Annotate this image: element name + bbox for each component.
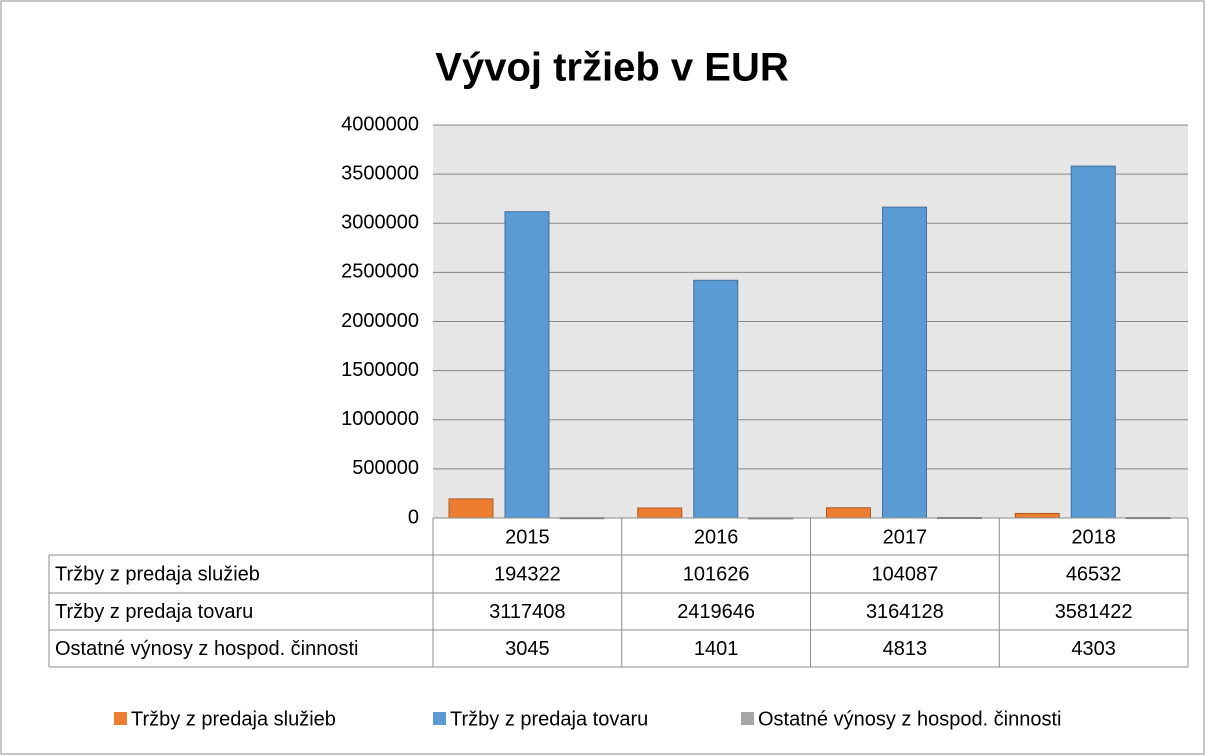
table-cell: 4303 bbox=[1071, 638, 1116, 660]
y-tick-label: 3000000 bbox=[341, 212, 419, 234]
y-tick-label: 0 bbox=[408, 506, 419, 528]
legend-label: Ostatné výnosy z hospod. činnosti bbox=[758, 708, 1062, 730]
y-tick-label: 2500000 bbox=[341, 261, 419, 283]
table-cell: 101626 bbox=[683, 563, 750, 585]
y-tick-label: 4000000 bbox=[341, 113, 419, 135]
legend-swatch bbox=[433, 712, 446, 725]
legend-label: Tržby z predaja služieb bbox=[131, 708, 336, 730]
bar bbox=[1014, 512, 1060, 519]
legend-swatch bbox=[114, 712, 127, 725]
x-tick-label: 2018 bbox=[1071, 526, 1116, 548]
table-cell: 46532 bbox=[1066, 563, 1122, 585]
table-cell: 3581422 bbox=[1055, 601, 1133, 623]
y-tick-label: 3500000 bbox=[341, 162, 419, 184]
table-cell: 3045 bbox=[505, 638, 550, 660]
bar bbox=[693, 279, 739, 519]
legend-label: Tržby z predaja tovaru bbox=[450, 708, 648, 730]
table-cell: 1401 bbox=[694, 638, 739, 660]
bar bbox=[826, 507, 871, 519]
y-tick-label: 2000000 bbox=[341, 310, 419, 332]
table-cell: 194322 bbox=[494, 563, 561, 585]
y-tick-label: 1500000 bbox=[341, 359, 419, 381]
chart-title: Vývoj tržieb v EUR bbox=[435, 46, 789, 90]
table-cell: 104087 bbox=[872, 563, 939, 585]
table-cell: 3164128 bbox=[866, 601, 944, 623]
table-row-label: Tržby z predaja tovaru bbox=[55, 601, 253, 623]
table-row-label: Ostatné výnosy z hospod. činnosti bbox=[55, 638, 359, 660]
legend-swatch bbox=[741, 712, 754, 725]
x-tick-label: 2017 bbox=[883, 526, 928, 548]
bar bbox=[504, 211, 550, 519]
bar bbox=[448, 498, 494, 519]
table-cell: 2419646 bbox=[677, 601, 755, 623]
table-cell: 4813 bbox=[883, 638, 928, 660]
table-row-label: Tržby z predaja služieb bbox=[55, 563, 260, 585]
x-tick-label: 2016 bbox=[694, 526, 739, 548]
bar bbox=[637, 507, 683, 519]
bar bbox=[882, 206, 927, 519]
x-tick-label: 2015 bbox=[505, 526, 550, 548]
y-tick-label: 1000000 bbox=[341, 408, 419, 430]
bar bbox=[1070, 165, 1116, 519]
y-tick-label: 500000 bbox=[352, 457, 419, 479]
table-cell: 3117408 bbox=[489, 601, 565, 623]
